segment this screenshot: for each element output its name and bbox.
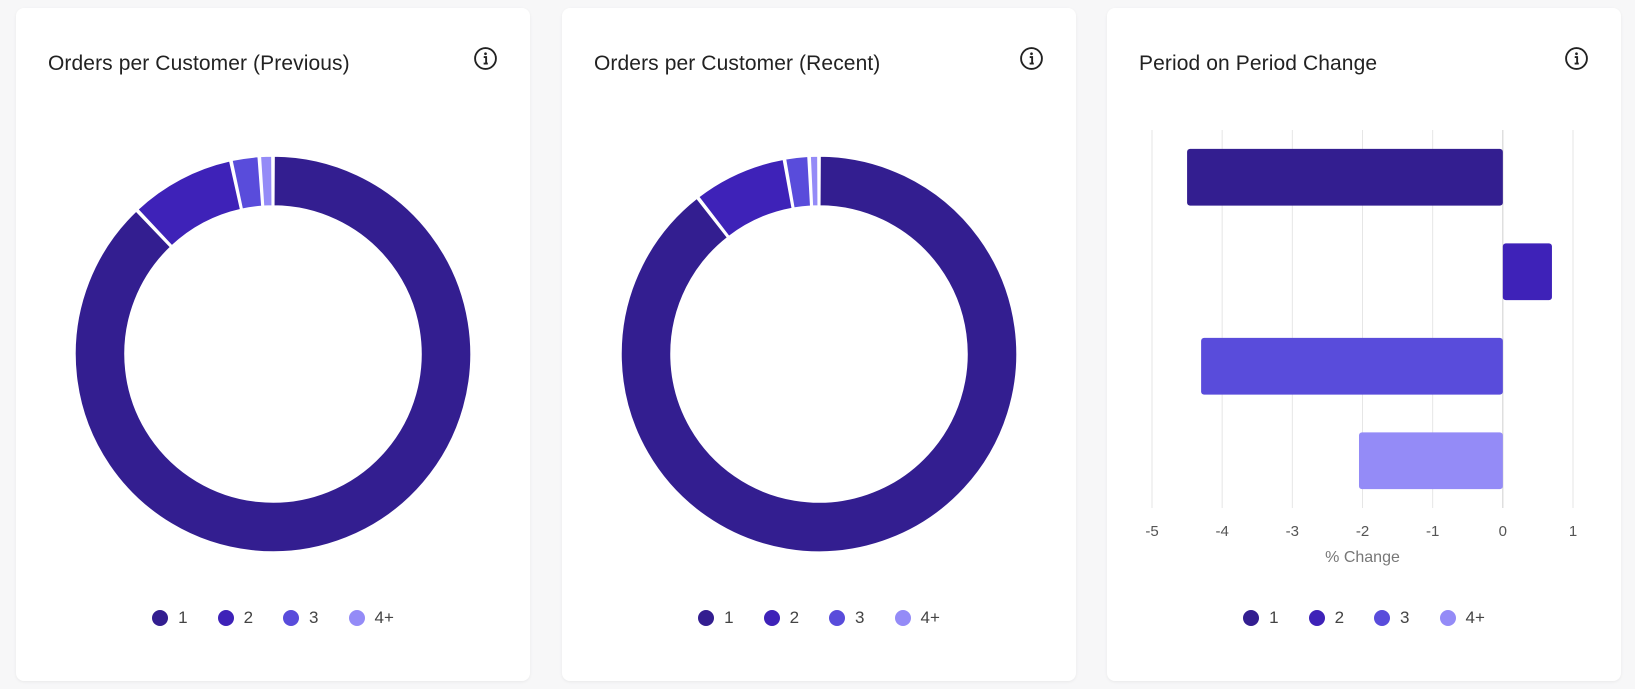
bar-4plus[interactable] bbox=[1358, 432, 1503, 490]
x-tick-label: 1 bbox=[1569, 523, 1577, 540]
legend-label: 2 bbox=[789, 608, 800, 627]
legend-item[interactable]: 2 bbox=[217, 608, 254, 628]
x-tick-label: -2 bbox=[1356, 523, 1369, 540]
legend-marker bbox=[348, 610, 365, 626]
legend-marker bbox=[217, 610, 234, 626]
legend-marker bbox=[698, 610, 715, 626]
legend-label: 3 bbox=[309, 608, 319, 627]
donut-slice-3[interactable] bbox=[784, 155, 812, 209]
info-icon[interactable] bbox=[473, 46, 498, 71]
legend-label: 1 bbox=[724, 608, 734, 627]
legend-item[interactable]: 4+ bbox=[348, 608, 394, 628]
donut-slice-3[interactable] bbox=[231, 155, 263, 210]
legend-item[interactable]: 1 bbox=[1243, 608, 1279, 628]
legend-marker bbox=[829, 610, 846, 626]
legend-item[interactable]: 3 bbox=[283, 608, 319, 628]
legend-marker bbox=[1439, 610, 1456, 626]
donut-slice-2[interactable] bbox=[136, 160, 242, 247]
legend-label: 3 bbox=[1400, 608, 1410, 627]
bar-3[interactable] bbox=[1201, 337, 1503, 395]
legend-label: 4+ bbox=[374, 608, 394, 627]
legend-item[interactable]: 2 bbox=[1308, 608, 1345, 628]
x-tick-label: -1 bbox=[1426, 523, 1439, 540]
x-tick-label: -5 bbox=[1145, 523, 1158, 540]
info-icon[interactable] bbox=[1564, 46, 1589, 71]
card-title: Orders per Customer (Recent) bbox=[594, 52, 881, 75]
x-tick-label: -3 bbox=[1286, 523, 1299, 540]
bar-1[interactable] bbox=[1187, 148, 1503, 206]
legend-label: 3 bbox=[855, 608, 865, 627]
legend-label: 1 bbox=[1269, 608, 1279, 627]
legend-label: 4+ bbox=[1465, 608, 1485, 627]
donut-slice-2[interactable] bbox=[697, 158, 794, 238]
legend-item[interactable]: 3 bbox=[1374, 608, 1410, 628]
donut-slice-1[interactable] bbox=[74, 155, 472, 553]
legend-label: 2 bbox=[1334, 608, 1345, 627]
card-title: Orders per Customer (Previous) bbox=[48, 52, 350, 75]
donut-slice-1[interactable] bbox=[620, 155, 1018, 553]
info-icon[interactable] bbox=[1019, 46, 1044, 71]
bar-2[interactable] bbox=[1502, 243, 1552, 301]
legend-marker bbox=[152, 610, 169, 626]
legend-item[interactable]: 4+ bbox=[1439, 608, 1485, 628]
card-period-change: Period on Period Change -5 -4 -3 -2 -1 0 1 % Ch… bbox=[1107, 8, 1621, 681]
legend-item[interactable]: 1 bbox=[698, 608, 734, 628]
donut-slice-4plus[interactable] bbox=[809, 155, 819, 207]
legend-marker bbox=[1308, 610, 1325, 626]
x-tick-label: -4 bbox=[1215, 523, 1228, 540]
card-title: Period on Period Change bbox=[1139, 52, 1378, 75]
donut-chart-previous bbox=[74, 155, 472, 553]
legend-item[interactable]: 4+ bbox=[894, 608, 940, 628]
x-tick-label: 0 bbox=[1499, 523, 1507, 540]
donut-chart-recent bbox=[620, 155, 1018, 553]
legend: 1 2 3 4+ bbox=[1107, 608, 1621, 628]
legend-marker bbox=[763, 610, 780, 626]
card-orders-previous: Orders per Customer (Previous) 1 2 3 4+ bbox=[16, 8, 530, 681]
legend: 1 2 3 4+ bbox=[562, 608, 1076, 628]
card-orders-recent: Orders per Customer (Recent) 1 2 3 4+ bbox=[562, 8, 1076, 681]
legend-label: 4+ bbox=[920, 608, 940, 627]
legend-item[interactable]: 1 bbox=[152, 608, 188, 628]
legend-marker bbox=[1243, 610, 1260, 626]
bar-chart-period-change: -5 -4 -3 -2 -1 0 1 % Change bbox=[1145, 130, 1577, 566]
donut-slice-4plus[interactable] bbox=[259, 155, 273, 208]
legend-label: 1 bbox=[178, 608, 188, 627]
legend: 1 2 3 4+ bbox=[16, 608, 530, 628]
legend-item[interactable]: 2 bbox=[763, 608, 800, 628]
legend-label: 2 bbox=[243, 608, 254, 627]
legend-marker bbox=[1374, 610, 1391, 626]
legend-marker bbox=[283, 610, 300, 626]
x-axis-label: % Change bbox=[1325, 549, 1400, 566]
legend-item[interactable]: 3 bbox=[829, 608, 865, 628]
legend-marker bbox=[894, 610, 911, 626]
